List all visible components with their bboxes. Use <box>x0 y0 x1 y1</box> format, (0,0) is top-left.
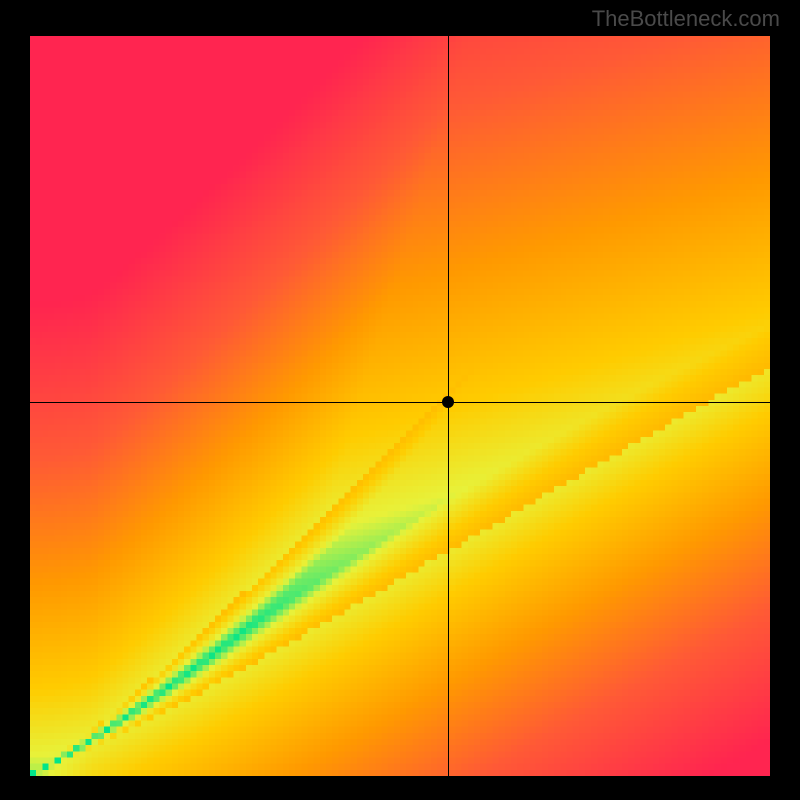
data-point-marker <box>442 396 454 408</box>
watermark-text: TheBottleneck.com <box>592 6 780 32</box>
plot-area <box>30 36 770 776</box>
heatmap-canvas <box>30 36 770 776</box>
crosshair-horizontal <box>30 402 770 403</box>
